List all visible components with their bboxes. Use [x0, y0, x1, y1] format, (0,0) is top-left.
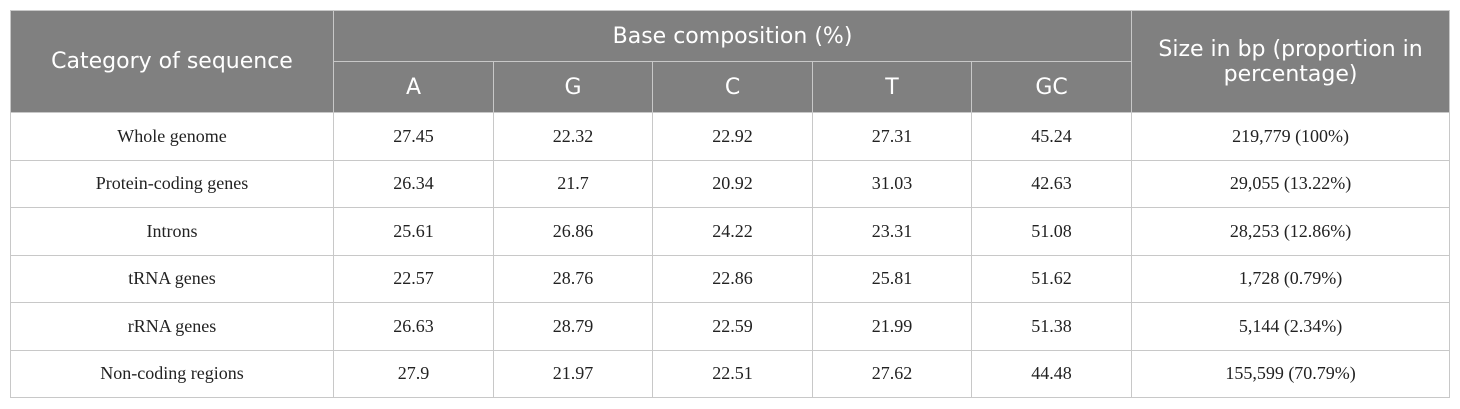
- table-cell: tRNA genes: [10, 254, 334, 303]
- table-cell: 24.22: [652, 207, 813, 256]
- table-row: Protein-coding genes 26.34 21.7 20.92 31.03 4…: [10, 159, 1451, 208]
- table-cell: 51.62: [970, 254, 1133, 303]
- table-cell: 28.76: [493, 254, 653, 303]
- table-body: Whole genome 27.45 22.32 22.92 27.31 45.24 219…: [10, 112, 1451, 398]
- table-cell: 26.34: [333, 159, 494, 208]
- table-header: Category of sequence Base composition (%…: [10, 10, 1451, 113]
- table-cell: 44.48: [970, 349, 1133, 398]
- table-cell: Introns: [10, 207, 334, 256]
- table-cell: 22.86: [652, 254, 813, 303]
- table-cell: 31.03: [812, 159, 972, 208]
- table-cell: 27.31: [812, 112, 972, 161]
- table: Category of sequence Base composition (%…: [10, 10, 1451, 398]
- header-cell: A: [333, 61, 494, 113]
- table-cell: 27.9: [333, 349, 494, 398]
- table-row: Introns 25.61 26.86 24.22 23.31 51.08 28,253 (…: [10, 207, 1451, 256]
- table-cell: 28.79: [493, 302, 653, 351]
- table-cell: 21.7: [493, 159, 653, 208]
- table-row: Whole genome 27.45 22.32 22.92 27.31 45.24 219…: [10, 112, 1451, 161]
- table-cell: 21.99: [812, 302, 972, 351]
- table-cell: 219,779 (100%): [1131, 112, 1451, 161]
- header-cell: G: [493, 61, 653, 113]
- table-cell: Non-coding regions: [10, 349, 334, 398]
- header-row: Category of sequence Base composition (%…: [10, 10, 1451, 113]
- table-cell: 155,599 (70.79%): [1131, 349, 1451, 398]
- table-cell: 45.24: [970, 112, 1133, 161]
- table-cell: Whole genome: [10, 112, 334, 161]
- table-cell: 27.45: [333, 112, 494, 161]
- header-cell: T: [812, 61, 972, 113]
- table-cell: 51.08: [970, 207, 1133, 256]
- table-row: tRNA genes 22.57 28.76 22.86 25.81 51.62 1,728…: [10, 254, 1451, 303]
- table-cell: 28,253 (12.86%): [1131, 207, 1451, 256]
- table-cell: 5,144 (2.34%): [1131, 302, 1451, 351]
- table-cell: 29,055 (13.22%): [1131, 159, 1451, 208]
- header-cell: Base composition (%): [332, 10, 1133, 62]
- table-cell: 22.32: [493, 112, 653, 161]
- table-cell: Protein-coding genes: [10, 159, 334, 208]
- table-cell: 27.62: [812, 349, 972, 398]
- table-cell: 22.59: [652, 302, 813, 351]
- header-cell: Size in bp (proportion in percentage): [1131, 10, 1451, 113]
- table-cell: 26.63: [333, 302, 494, 351]
- table-cell: 22.92: [652, 112, 813, 161]
- table-cell: 42.63: [970, 159, 1133, 208]
- table-cell: 26.86: [493, 207, 653, 256]
- table-cell: 23.31: [812, 207, 972, 256]
- table-cell: 1,728 (0.79%): [1131, 254, 1451, 303]
- table-cell: 22.57: [333, 254, 494, 303]
- table-cell: 51.38: [970, 302, 1133, 351]
- table-cell: 25.61: [333, 207, 494, 256]
- header-cell: GC: [970, 61, 1133, 113]
- table-cell: rRNA genes: [10, 302, 334, 351]
- header-cell: C: [652, 61, 813, 113]
- header-cell: Category of sequence: [10, 10, 334, 113]
- table-row: Non-coding regions 27.9 21.97 22.51 27.62 44.…: [10, 349, 1451, 398]
- header-row: A G C T GC: [11, 61, 1450, 113]
- table-cell: 21.97: [493, 349, 653, 398]
- table-cell: 25.81: [812, 254, 972, 303]
- table-row: rRNA genes 26.63 28.79 22.59 21.99 51.38 5,144…: [10, 302, 1451, 351]
- table-cell: 22.51: [652, 349, 813, 398]
- table-cell: 20.92: [652, 159, 813, 208]
